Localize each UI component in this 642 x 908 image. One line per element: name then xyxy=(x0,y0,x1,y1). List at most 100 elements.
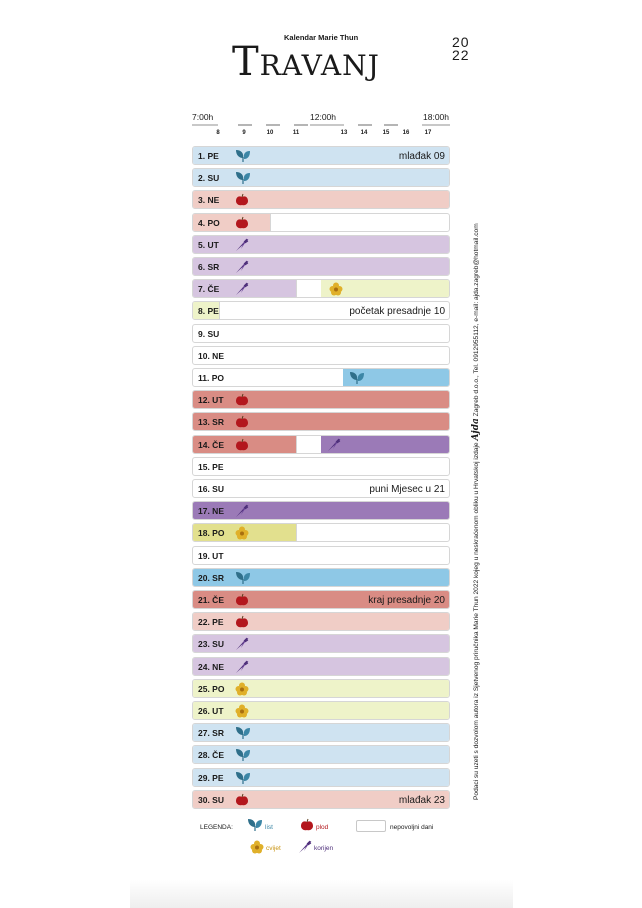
day-row: 8. PE početak presadnje 10 xyxy=(192,301,450,320)
side-credit: Podaci su uzeti s dozvolom autora iz Sje… xyxy=(471,210,481,800)
day-label: 18. PO xyxy=(198,528,225,538)
planting-period xyxy=(193,746,449,763)
day-row: 25. PO xyxy=(192,679,450,698)
calendar-subtitle: Kalendar Marie Thun xyxy=(284,33,359,42)
day-label: 29. PE xyxy=(198,773,224,783)
day-label: 11. PO xyxy=(198,373,224,383)
timeline-dash xyxy=(238,124,252,126)
legend-title: LEGENDA: xyxy=(200,824,233,831)
side-credit-text-a: Podaci su uzeti s dozvolom autora iz Sje… xyxy=(473,442,480,800)
planting-period xyxy=(193,236,449,253)
legend-cvijet-label: cvijet xyxy=(266,845,281,852)
planting-period xyxy=(193,769,449,786)
day-label: 9. SU xyxy=(198,329,220,339)
day-row: 26. UT xyxy=(192,701,450,720)
timeline-mid-label: 12:00h xyxy=(310,112,336,122)
flower-icon xyxy=(235,526,250,540)
legend-nepovoljni-label: nepovoljni dani xyxy=(390,824,434,831)
leaf-icon xyxy=(235,571,250,585)
timeline-hour: 9 xyxy=(242,130,246,136)
flower-icon xyxy=(329,282,344,296)
day-row: 5. UT xyxy=(192,235,450,254)
day-label: 14. ČE xyxy=(198,440,224,450)
day-label: 28. ČE xyxy=(198,750,224,760)
day-label: 12. UT xyxy=(198,395,224,405)
day-row: 28. ČE xyxy=(192,745,450,764)
day-note: početak presadnje 10 xyxy=(349,306,445,317)
timeline-hour: 14 xyxy=(360,130,368,136)
planting-period xyxy=(193,680,449,697)
day-label: 17. NE xyxy=(198,506,224,516)
leaf-icon xyxy=(247,818,263,834)
apple-icon xyxy=(235,793,250,807)
day-label: 30. SU xyxy=(198,795,224,805)
day-row: 2. SU xyxy=(192,168,450,187)
timeline-hour: 15 xyxy=(382,130,390,136)
day-row: 12. UT xyxy=(192,390,450,409)
day-row: 4. PO xyxy=(192,213,450,232)
year-label: 20 22 xyxy=(452,34,470,63)
legend-list-label: list xyxy=(265,824,273,831)
planting-period xyxy=(343,369,449,386)
hour-timeline: 7:00h 12:00h 18:00h 8 9 10 11 13 14 15 16 17 xyxy=(192,112,450,140)
legend-korijen-label: korijen xyxy=(314,845,334,852)
planting-period xyxy=(193,147,449,164)
day-label: 2. SU xyxy=(198,173,220,183)
planting-period xyxy=(193,391,449,408)
carrot-icon xyxy=(235,637,250,651)
day-row: 24. NE xyxy=(192,657,450,676)
planting-period xyxy=(193,413,449,430)
day-label: 27. SR xyxy=(198,728,224,738)
day-label: 19. UT xyxy=(198,551,224,561)
day-label: 6. SR xyxy=(198,262,220,272)
timeline-hour: 17 xyxy=(424,130,432,136)
carrot-icon xyxy=(235,282,250,296)
legend-plod-label: plod xyxy=(316,824,329,831)
month-title: Travanj xyxy=(232,39,380,85)
carrot-icon xyxy=(235,238,250,252)
day-label: 3. NE xyxy=(198,195,220,205)
day-row: 27. SR xyxy=(192,723,450,742)
leaf-icon xyxy=(235,748,250,762)
year-top: 20 xyxy=(452,34,470,50)
day-row: 1. PE mlađak 09 xyxy=(192,146,450,165)
day-row: 15. PE xyxy=(192,457,450,476)
day-row: 29. PE xyxy=(192,768,450,787)
day-row: 13. SR xyxy=(192,412,450,431)
apple-icon xyxy=(235,216,250,230)
day-label: 24. NE xyxy=(198,662,224,672)
side-credit-text: Podaci su uzeti s dozvolom autora iz Sje… xyxy=(471,223,481,800)
apple-icon xyxy=(235,593,250,607)
day-label: 22. PE xyxy=(198,617,224,627)
leaf-icon xyxy=(349,371,364,385)
planting-period xyxy=(193,591,449,608)
day-label: 8. PE xyxy=(198,306,219,316)
apple-icon xyxy=(235,438,250,452)
day-row: 10. NE xyxy=(192,346,450,365)
day-row: 11. PO xyxy=(192,368,450,387)
planting-period xyxy=(321,436,449,453)
sheet-bottom-shadow xyxy=(130,880,513,908)
timeline-end-label: 18:00h xyxy=(423,112,449,122)
day-note: kraj presadnje 20 xyxy=(368,595,445,606)
apple-icon xyxy=(235,193,250,207)
legend-unfavorable-swatch xyxy=(356,820,386,832)
carrot-icon xyxy=(298,840,312,856)
day-label: 7. ČE xyxy=(198,284,220,294)
timeline-hour: 13 xyxy=(340,130,348,136)
day-label: 5. UT xyxy=(198,240,219,250)
flower-icon xyxy=(250,840,264,856)
year-bottom: 22 xyxy=(452,47,470,63)
day-row: 18. PO xyxy=(192,523,450,542)
planting-period xyxy=(193,280,297,297)
flower-icon xyxy=(235,704,250,718)
day-label: 20. SR xyxy=(198,573,224,583)
planting-period xyxy=(193,302,220,319)
planting-period xyxy=(193,169,449,186)
side-credit-text-b: Zagreb d.o.o., Tel. 0912955112, e-mail: … xyxy=(473,223,480,417)
day-label: 25. PO xyxy=(198,684,225,694)
planting-period xyxy=(193,613,449,630)
timeline-hour: 8 xyxy=(216,130,220,136)
day-row: 30. SU mlađak 23 xyxy=(192,790,450,809)
day-row: 22. PE xyxy=(192,612,450,631)
